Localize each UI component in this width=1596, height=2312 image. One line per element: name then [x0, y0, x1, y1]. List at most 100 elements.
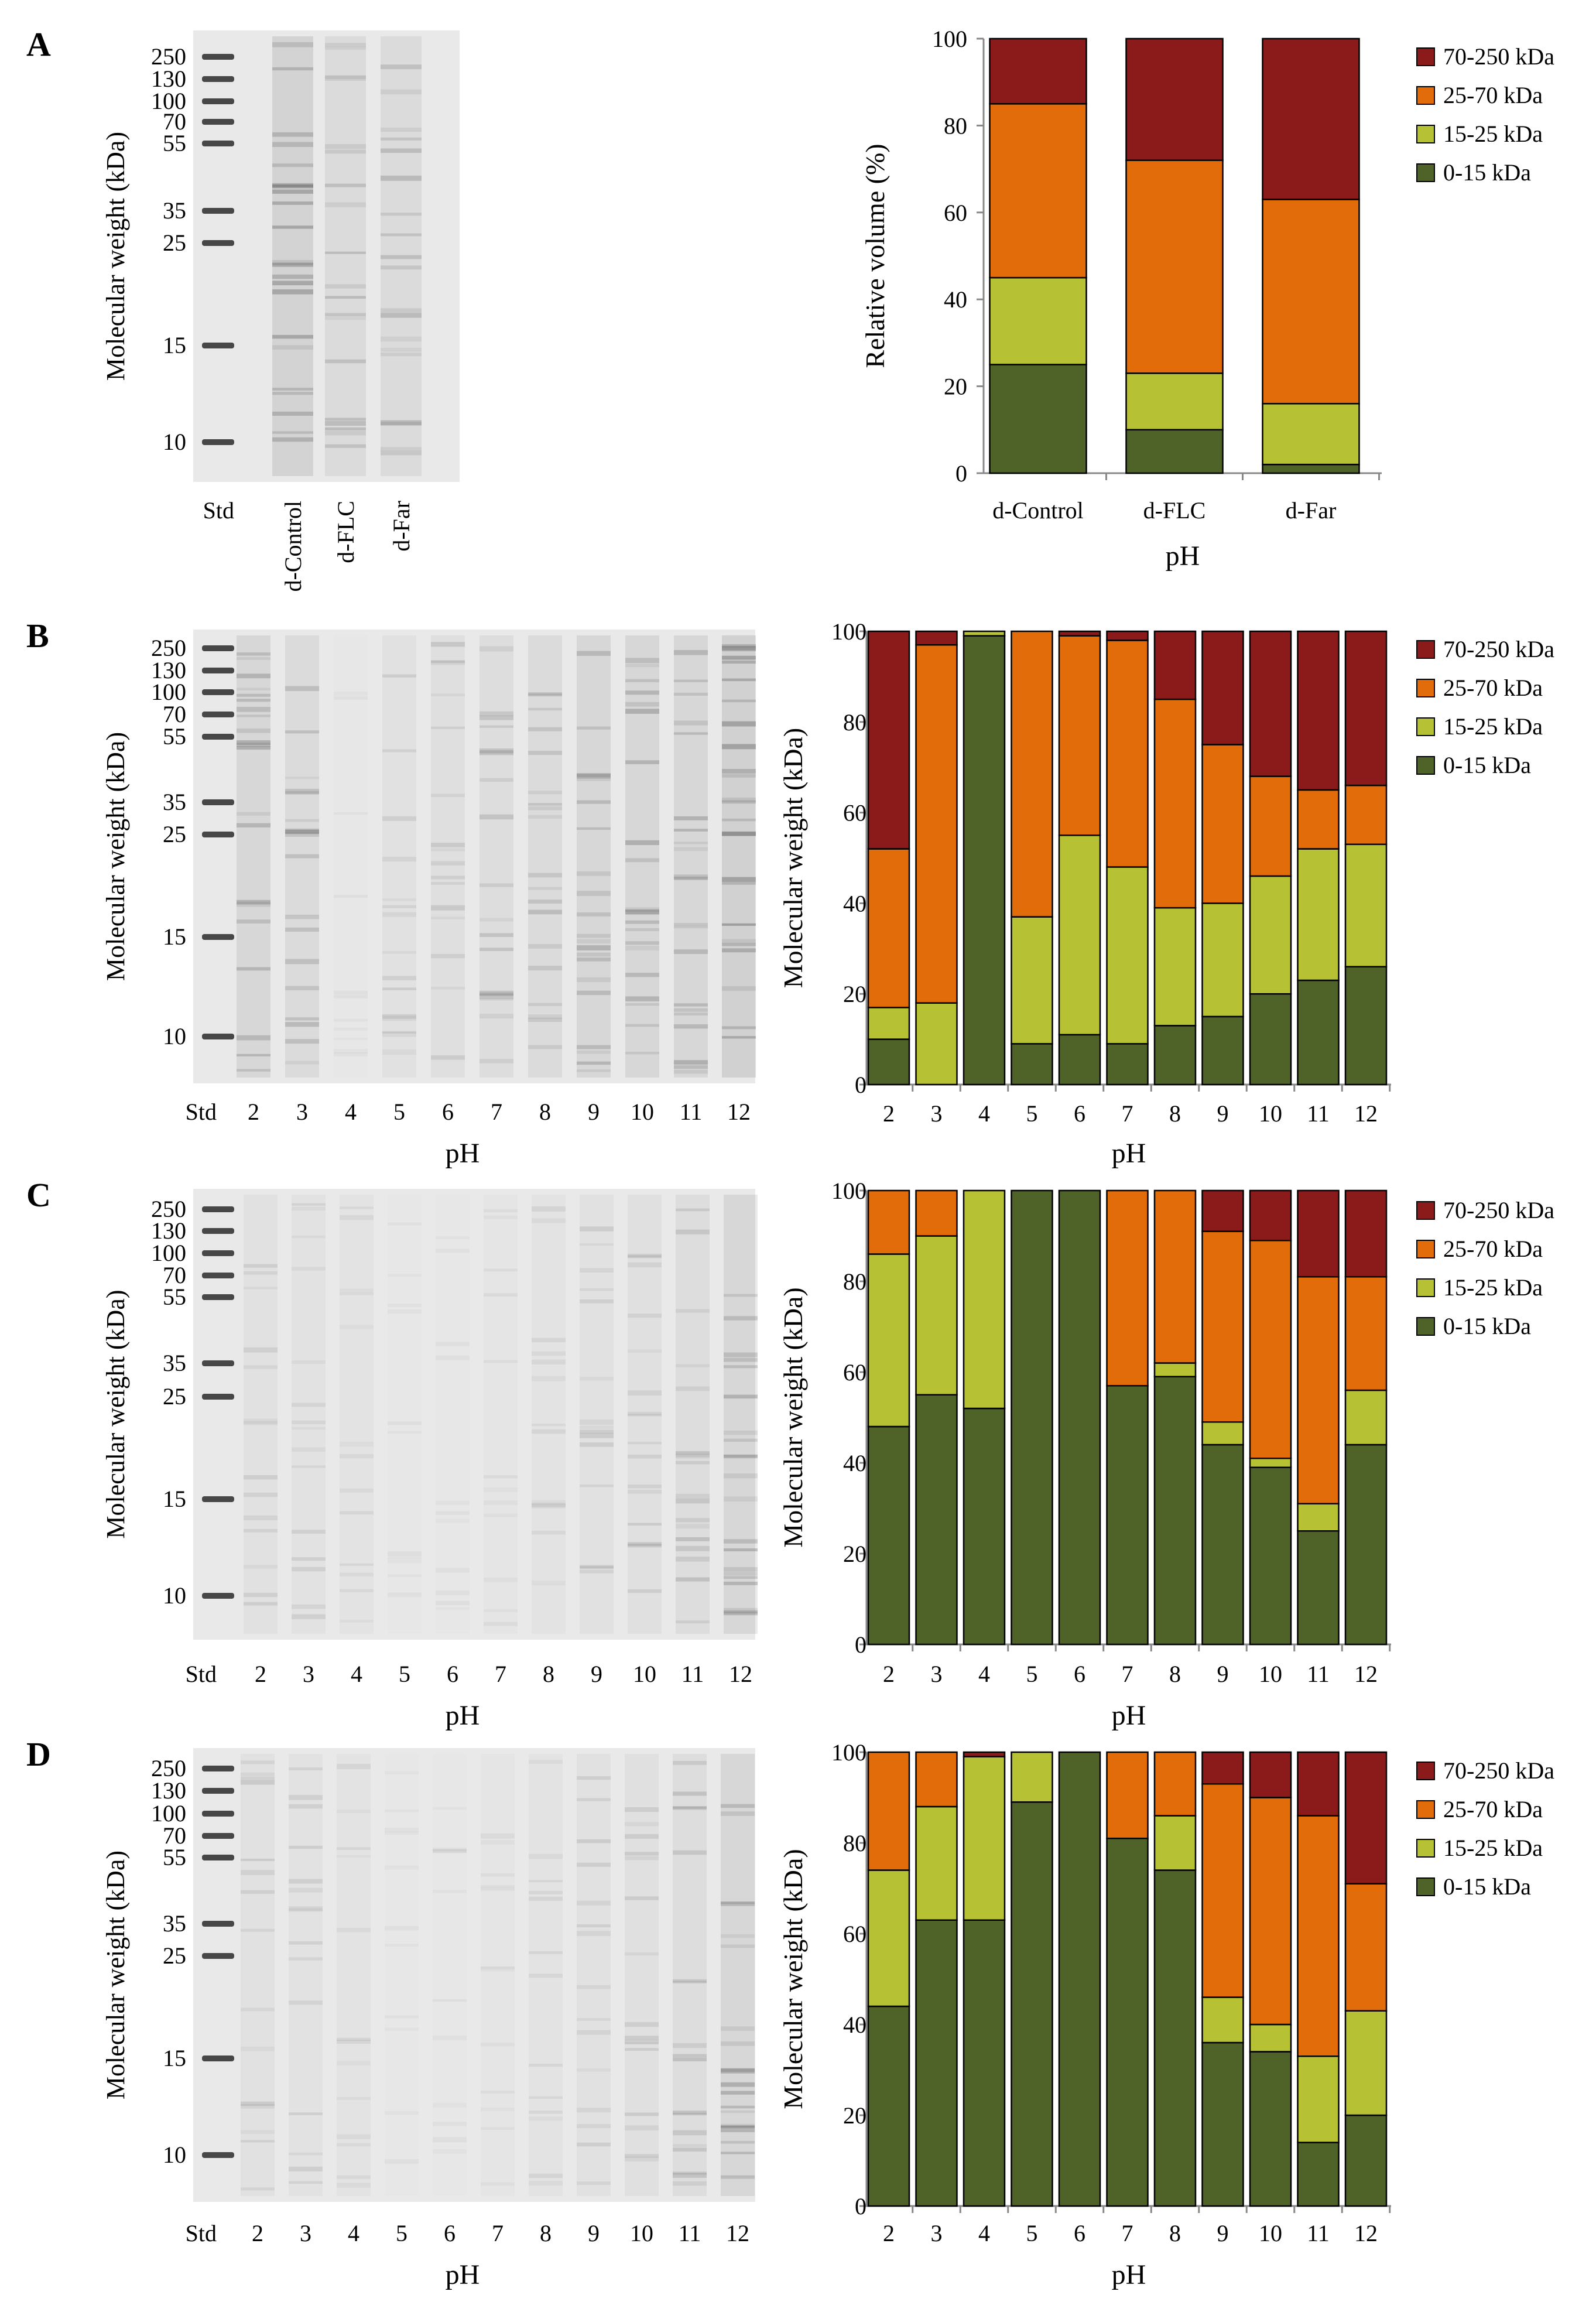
y-tick-label: 100	[831, 1739, 867, 1766]
bar-segment	[915, 1805, 958, 1921]
lane-band	[431, 660, 465, 665]
marker-label: 70	[163, 1822, 186, 1849]
lane-label: 2	[252, 2220, 263, 2246]
lane-band	[528, 727, 562, 731]
legend-swatch	[1416, 1762, 1435, 1780]
lane-band	[625, 1952, 659, 1956]
lane-band	[577, 778, 611, 781]
lane-band	[722, 769, 756, 774]
lane-band	[532, 1503, 566, 1507]
lane-band	[285, 986, 319, 991]
lane-band	[385, 1925, 419, 1931]
lane-band	[484, 1609, 518, 1612]
ladder-band	[202, 1953, 234, 1959]
lane-band	[272, 334, 313, 339]
lane-band	[237, 823, 270, 827]
lane-band	[285, 959, 319, 965]
lane-band	[532, 1351, 566, 1356]
bar-segment	[1344, 784, 1388, 846]
x-tick-label: 5	[1026, 1100, 1038, 1127]
lane-smear	[480, 635, 513, 1078]
marker-label: 55	[163, 723, 186, 750]
bar-segment	[1011, 1189, 1053, 1646]
ladder-band	[202, 1360, 234, 1366]
chart-a: 0 20 40 60 80 100 Relative volume (%) d-Control…	[860, 26, 1554, 572]
lane-band	[436, 1500, 470, 1505]
marker-label: 15	[163, 332, 186, 358]
lane-band	[237, 900, 270, 905]
lane-band	[674, 842, 708, 844]
lane-band	[577, 1069, 611, 1072]
lane-band	[337, 2175, 371, 2179]
lane-band	[285, 777, 319, 779]
panel-letter: D	[26, 1735, 51, 1773]
lane-band	[381, 137, 422, 141]
legend-label: 70-250 kDa	[1443, 636, 1554, 662]
bar-segment	[1058, 635, 1101, 836]
bar-segment	[1297, 1276, 1340, 1504]
lane-band	[241, 2046, 275, 2051]
y-tick-label: 40	[843, 1450, 867, 1476]
ladder-band	[202, 1206, 234, 1212]
lane-band	[676, 1461, 710, 1465]
marker-label: 55	[163, 1844, 186, 1870]
lane-band	[625, 2112, 659, 2116]
lane-band	[676, 1229, 710, 1234]
bar-segment	[915, 644, 958, 1004]
lane-label: 6	[444, 2220, 455, 2246]
y-tick-label: 80	[843, 709, 867, 736]
lane-band	[382, 674, 416, 678]
lane-band	[381, 233, 422, 237]
lane-band	[289, 2000, 323, 2005]
marker-label: 10	[163, 1582, 186, 1609]
lane-band	[272, 289, 313, 295]
x-tick-label: 8	[1169, 1100, 1181, 1127]
bar-segment	[1201, 1444, 1244, 1646]
lane-band	[722, 744, 756, 750]
legend-label: 0-15 kDa	[1443, 1313, 1531, 1339]
lane-band	[484, 1500, 518, 1505]
legend-label: 0-15 kDa	[1443, 159, 1531, 186]
lane-band	[721, 2091, 755, 2095]
lane-band	[382, 950, 416, 954]
bar-segment	[1011, 1043, 1053, 1086]
lane-band	[721, 2152, 755, 2154]
lane-band	[673, 2147, 707, 2152]
lane-label: 10	[633, 1661, 656, 1687]
lane-label: 5	[393, 1099, 405, 1125]
lane-smear	[289, 1754, 323, 2196]
lane-band	[272, 259, 313, 264]
lane-band	[237, 919, 270, 924]
bar-segment	[1201, 1996, 1244, 2044]
lane-band	[334, 1018, 368, 1022]
lane-band	[334, 894, 368, 898]
ladder-band	[202, 54, 234, 60]
lane-band	[577, 1798, 611, 1801]
lane-band	[528, 815, 562, 819]
lane-band	[722, 800, 756, 804]
lane-band	[382, 1014, 416, 1019]
lane-band	[721, 2126, 755, 2129]
bar-segment	[1262, 37, 1360, 200]
lane-band	[724, 1581, 758, 1585]
lane-smear	[292, 1195, 326, 1634]
lane-label: 11	[680, 1099, 703, 1125]
lane-band	[337, 1764, 371, 1769]
lane-band	[285, 730, 319, 734]
lane-band	[244, 1475, 278, 1480]
ladder-band	[202, 1228, 234, 1234]
lane-band	[674, 732, 708, 735]
lane-band	[337, 1847, 371, 1851]
lane-label: 7	[491, 1099, 502, 1125]
lane-band	[528, 1014, 562, 1019]
bar-segment	[915, 1189, 958, 1237]
lane-band	[580, 1243, 614, 1246]
lane-band	[580, 1565, 614, 1568]
lane-smear	[244, 1195, 278, 1634]
lane-band	[529, 2096, 563, 2099]
lane-smear	[334, 635, 368, 1078]
bar-segment	[915, 1919, 958, 2207]
lane-band	[577, 2068, 611, 2072]
gel-image	[193, 1748, 755, 2202]
lane-band	[480, 646, 513, 652]
